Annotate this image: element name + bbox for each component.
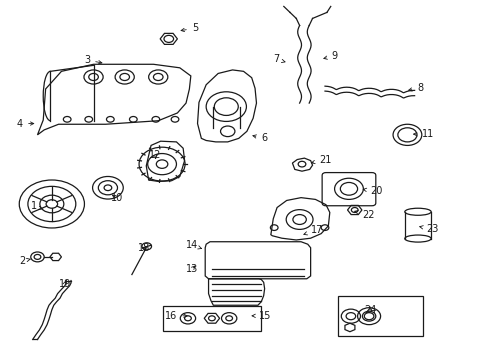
Text: 24: 24 [363,305,375,315]
Text: 9: 9 [323,51,337,61]
Text: 22: 22 [354,210,374,220]
Text: 18: 18 [138,243,150,253]
Bar [163,306,261,331]
Text: 5: 5 [181,23,198,33]
Text: 7: 7 [272,54,285,64]
Text: 8: 8 [408,82,422,93]
Bar [337,296,423,336]
Text: 13: 13 [185,264,198,274]
Text: 11: 11 [413,129,433,139]
Text: 16: 16 [165,311,187,321]
Text: 20: 20 [363,186,382,196]
Text: 2: 2 [19,256,30,266]
Text: 10: 10 [111,193,123,203]
Text: 21: 21 [311,154,330,165]
Text: 14: 14 [185,240,201,250]
Text: 1: 1 [31,202,43,211]
Text: 3: 3 [84,55,102,65]
Text: 23: 23 [419,224,438,234]
Text: 4: 4 [17,118,34,129]
Text: 12: 12 [148,150,161,159]
Text: 6: 6 [252,133,267,143]
Text: 19: 19 [59,279,71,289]
Text: 17: 17 [303,225,323,235]
Text: 15: 15 [251,311,271,321]
